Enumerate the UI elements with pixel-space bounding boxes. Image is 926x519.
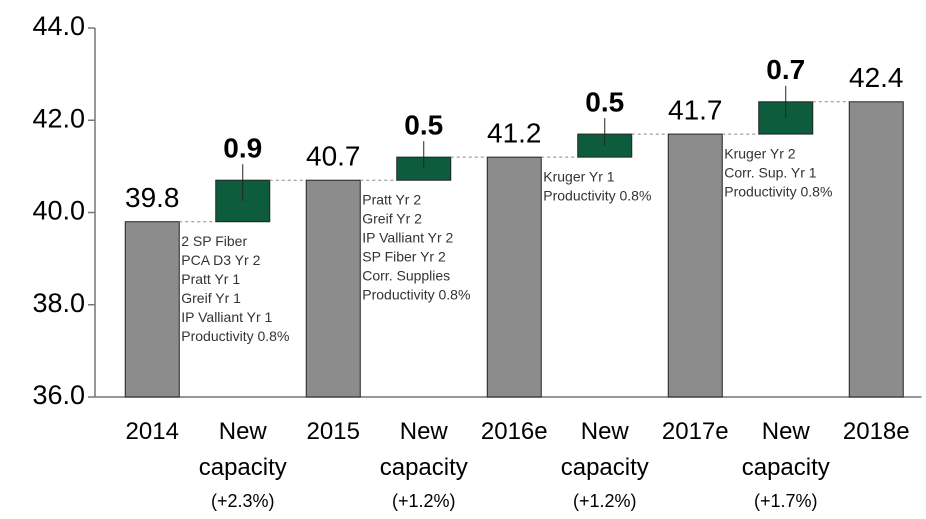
note: Corr. Sup. Yr 1 [724,164,817,180]
bar [848,101,904,398]
value-label: 41.2 [487,118,542,149]
x-tick-label-line: New [219,418,268,445]
note: Corr. Supplies [362,268,450,284]
y-tick-label: 42.0 [32,103,85,133]
x-tick-label-line: 2015 [307,418,360,445]
x-tick-label: 2014 [126,418,179,445]
value-label: 41.7 [668,94,723,125]
bar [486,156,542,398]
x-tick-label-line: 2014 [126,418,179,445]
value-label: 0.5 [585,86,624,117]
note: Productivity 0.8% [543,188,651,204]
x-tick-label: New capacity (+1.2%) [380,418,468,510]
value-label: 42.4 [849,62,904,93]
value-label: 40.7 [306,141,361,172]
x-tick-label-line: 2018e [843,418,910,445]
note: Productivity 0.8% [724,183,832,199]
note: Pratt Yr 1 [181,271,240,287]
note: Kruger Yr 2 [724,145,796,161]
x-tick-label: 2016e [481,418,548,445]
x-tick-label-line: (+1.2%) [573,491,637,511]
x-tick-label-line: New [400,418,449,445]
x-tick-label-line: New [581,418,630,445]
note: PCA D3 Yr 2 [181,252,260,268]
bar [305,179,361,398]
bar [667,133,723,398]
note: Pratt Yr 2 [362,192,421,208]
x-tick-label: New capacity (+1.2%) [561,418,649,510]
x-tick-label-line: (+1.7%) [754,491,818,511]
x-tick-label-line: capacity [561,454,649,481]
x-tick-label-line: capacity [742,454,830,481]
x-tick-label: 2018e [843,418,910,445]
x-tick-label-line: 2016e [481,418,548,445]
x-tick-label-line: (+1.2%) [392,491,456,511]
note: Greif Yr 2 [362,211,422,227]
note: IP Valliant Yr 2 [362,230,453,246]
bar [124,221,180,398]
value-label: 0.7 [766,54,805,85]
x-tick-label: New capacity (+1.7%) [742,418,830,510]
x-tick-label: 2015 [307,418,360,445]
x-tick-label-line: New [762,418,811,445]
y-tick-label: 44.0 [32,11,85,41]
note: SP Fiber Yr 2 [362,249,446,265]
x-tick-label-line: capacity [199,454,287,481]
y-tick-label: 38.0 [32,288,85,318]
note: Greif Yr 1 [181,290,241,306]
x-tick-label: New capacity (+2.3%) [199,418,287,510]
note: Productivity 0.8% [362,287,470,303]
note: IP Valliant Yr 1 [181,309,272,325]
note: 2 SP Fiber [181,233,247,249]
note: Productivity 0.8% [181,328,289,344]
note: Kruger Yr 1 [543,169,615,185]
value-label: 39.8 [125,182,180,213]
value-label: 0.9 [223,133,262,164]
x-tick-label-line: (+2.3%) [211,491,275,511]
x-tick-label-line: capacity [380,454,468,481]
x-tick-label: 2017e [662,418,729,445]
value-label: 0.5 [404,110,443,141]
y-tick-label: 40.0 [32,196,85,226]
x-tick-label-line: 2017e [662,418,729,445]
y-tick-label: 36.0 [32,380,85,410]
